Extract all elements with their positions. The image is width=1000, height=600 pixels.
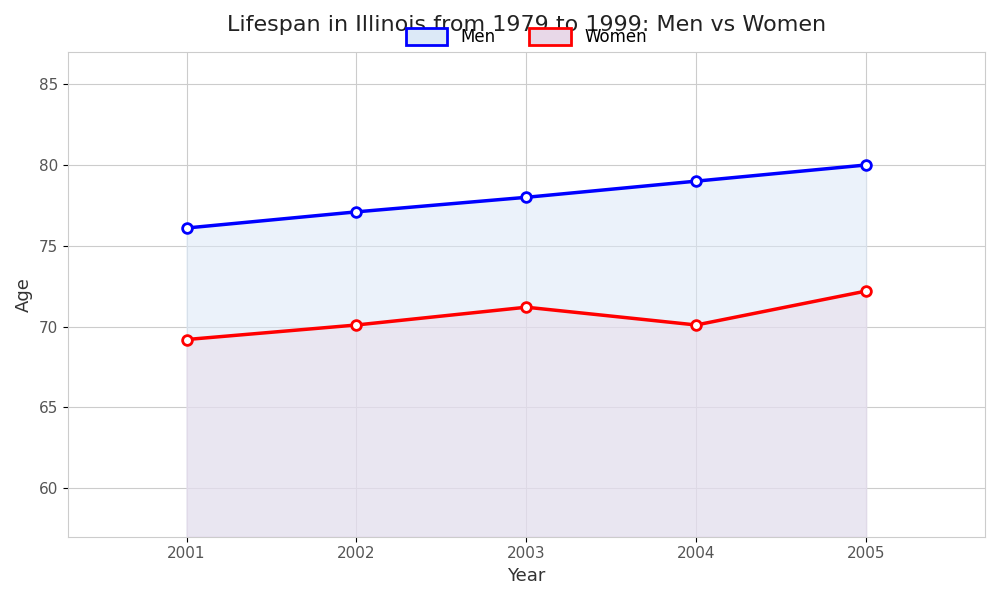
Title: Lifespan in Illinois from 1979 to 1999: Men vs Women: Lifespan in Illinois from 1979 to 1999: … — [227, 15, 826, 35]
Y-axis label: Age: Age — [15, 277, 33, 312]
X-axis label: Year: Year — [507, 567, 546, 585]
Legend: Men, Women: Men, Women — [399, 22, 654, 53]
